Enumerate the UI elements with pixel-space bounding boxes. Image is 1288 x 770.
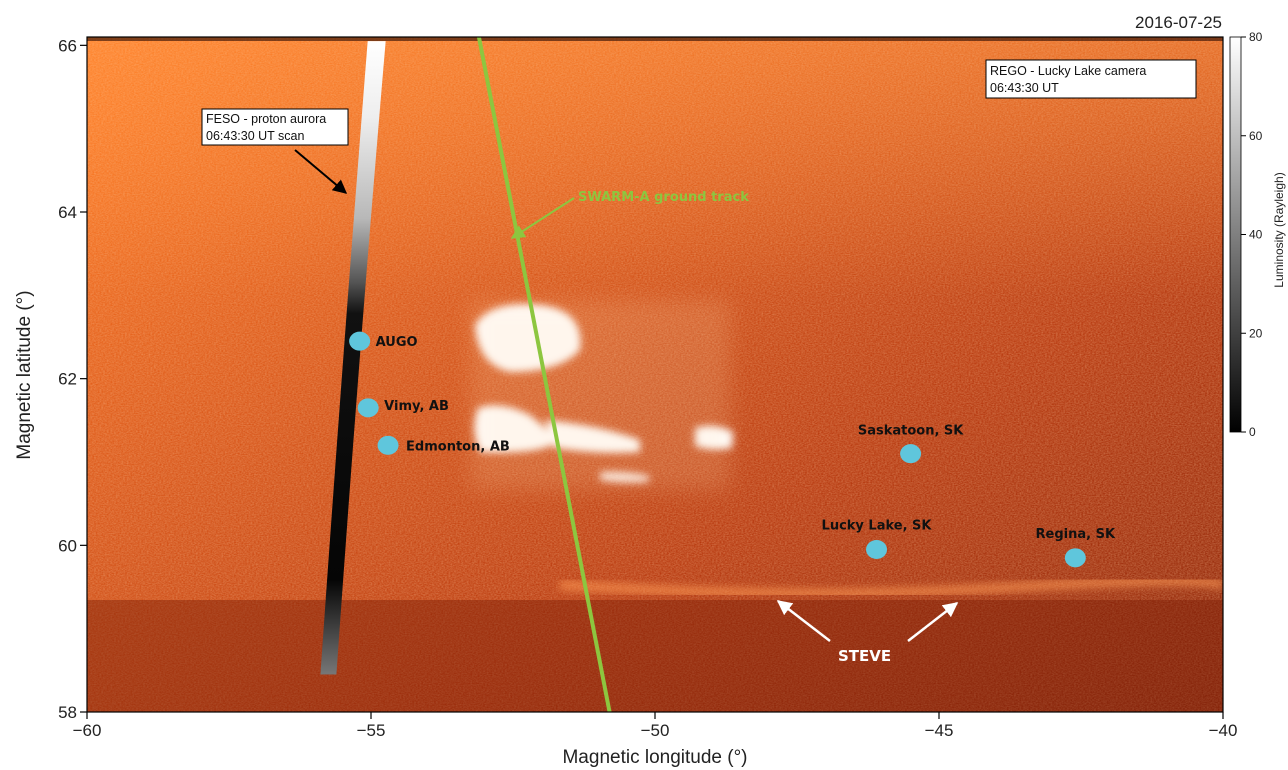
- site-marker: [349, 331, 371, 351]
- site-label: Lucky Lake, SK: [822, 519, 933, 534]
- site-label: Edmonton, AB: [406, 439, 510, 454]
- colorbar-tick-label: 20: [1249, 326, 1263, 340]
- site-marker: [1064, 548, 1086, 568]
- colorbar-title: Luminosity (Rayleigh): [1272, 172, 1286, 287]
- feso-arrow: [294, 149, 348, 194]
- x-tick-label: −60: [73, 721, 102, 740]
- rego-box-line2: 06:43:30 UT: [990, 81, 1059, 95]
- y-tick-label: 66: [58, 36, 77, 55]
- colorbar-tick-label: 0: [1249, 425, 1256, 439]
- date-label: 2016-07-25: [1135, 13, 1222, 32]
- colorbar-gradient: [1229, 36, 1242, 433]
- swarm-arrow: [510, 197, 575, 239]
- steve-arrow-left: [776, 600, 831, 642]
- site-marker: [377, 435, 399, 455]
- x-tick-label: −55: [357, 721, 386, 740]
- x-tick-label: −45: [925, 721, 954, 740]
- steve-arc: [559, 576, 1223, 599]
- swarm-annotation: SWARM-A ground track: [510, 190, 749, 239]
- colorbar-tick-label: 60: [1249, 129, 1263, 143]
- steve-arrow-right: [907, 602, 959, 642]
- steve-annotation: STEVE: [776, 600, 959, 665]
- feso-annotation: FESO - proton aurora 06:43:30 UT scan: [201, 108, 349, 194]
- x-axis-title: Magnetic longitude (°): [562, 747, 747, 768]
- site-label: AUGO: [376, 335, 418, 350]
- site-marker: [357, 398, 379, 418]
- y-axis-title: Magnetic latitude (°): [14, 290, 35, 459]
- x-axis: −60 −55 −50 −45 −40: [73, 712, 1238, 740]
- y-tick-label: 64: [58, 203, 77, 222]
- rego-box-line1: REGO - Lucky Lake camera: [990, 64, 1146, 78]
- site-label: Vimy, AB: [384, 399, 449, 414]
- site-marker: [866, 540, 888, 559]
- swarm-a-ground-track: [476, 36, 612, 713]
- rego-annotation: REGO - Lucky Lake camera 06:43:30 UT: [985, 59, 1197, 99]
- y-tick-label: 62: [58, 370, 77, 389]
- feso-scan-strip: [320, 41, 386, 675]
- colorbar-tick-label: 80: [1249, 30, 1263, 44]
- colorbar-ticks: 0 20 40 60 80: [1241, 30, 1263, 439]
- y-tick-label: 58: [58, 703, 77, 722]
- feso-box-line2: 06:43:30 UT scan: [206, 129, 304, 143]
- site-label: Regina, SK: [1036, 527, 1116, 542]
- steve-label: STEVE: [838, 647, 891, 665]
- feso-box-line1: FESO - proton aurora: [206, 112, 326, 126]
- colorbar-tick-label: 40: [1249, 228, 1263, 242]
- y-tick-label: 60: [58, 536, 77, 555]
- x-tick-label: −50: [641, 721, 670, 740]
- colorbar: 0 20 40 60 80 Luminosity (Rayleigh): [1229, 30, 1286, 439]
- swarm-track-label: SWARM-A ground track: [578, 190, 749, 205]
- x-tick-label: −40: [1209, 721, 1238, 740]
- site-markers: AUGO Vimy, AB Edmonton, AB Saskatoon, SK Luc…: [349, 331, 1116, 568]
- site-marker: [900, 444, 922, 464]
- site-label: Saskatoon, SK: [858, 424, 964, 439]
- y-axis: 58 60 62 64 66: [58, 36, 87, 722]
